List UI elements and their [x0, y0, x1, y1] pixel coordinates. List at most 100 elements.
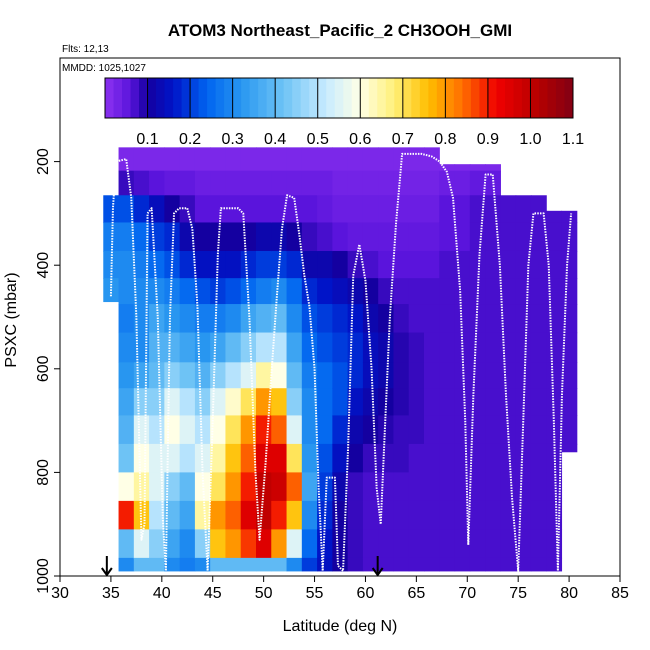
heatmap-cell: [286, 147, 303, 172]
heatmap-cell: [210, 278, 227, 305]
colorbar-segment: [283, 78, 293, 118]
heatmap-cell: [469, 170, 486, 196]
heatmap-cell: [454, 278, 471, 305]
heatmap-cell: [164, 195, 181, 224]
heatmap-cell: [500, 250, 517, 279]
heatmap-cell: [469, 415, 486, 445]
heatmap-cell: [332, 195, 349, 224]
heatmap-cell: [469, 164, 486, 172]
heatmap-cell: [454, 170, 471, 196]
heatmap-cell: [256, 304, 272, 334]
heatmap-cell: [286, 529, 303, 559]
heatmap-cell: [561, 250, 578, 279]
heatmap-cell: [256, 222, 272, 252]
colorbar-segment: [241, 78, 251, 118]
heatmap-cell: [469, 222, 486, 252]
heatmap-cell: [317, 278, 333, 305]
heatmap-cell: [332, 304, 349, 334]
heatmap-cell: [561, 210, 578, 224]
heatmap-cell: [362, 195, 379, 224]
heatmap-cell: [347, 388, 364, 417]
heatmap-cell: [194, 500, 211, 530]
heatmap-cell: [439, 250, 456, 279]
heatmap-cell: [301, 195, 318, 224]
y-tick-label: 200: [35, 148, 52, 175]
heatmap-cell: [393, 195, 410, 224]
y-tick-label: 400: [35, 252, 52, 279]
heatmap-cell: [286, 332, 303, 363]
heatmap-cell: [256, 472, 272, 502]
colorbar-segment: [113, 78, 123, 118]
heatmap-cell: [317, 250, 333, 279]
heatmap-cell: [118, 362, 135, 389]
heatmap-cell: [530, 529, 547, 559]
heatmap-cell: [454, 443, 471, 473]
heatmap-cell: [133, 529, 150, 559]
heatmap-cell: [301, 472, 318, 502]
heatmap-cell: [408, 388, 425, 417]
heatmap-cell: [133, 250, 150, 279]
heatmap-cell: [286, 443, 303, 473]
heatmap-cell: [210, 388, 227, 417]
colorbar-segment: [564, 78, 574, 118]
x-tick-label: 75: [509, 585, 527, 602]
heatmap-cell: [286, 415, 303, 445]
heatmap-cell: [133, 195, 150, 224]
colorbar-segment: [164, 78, 174, 118]
heatmap-cell: [332, 170, 349, 196]
heatmap-cell: [118, 332, 135, 363]
heatmap-cell: [500, 278, 517, 305]
heatmap-cell: [301, 500, 318, 530]
heatmap-cell: [393, 557, 410, 572]
heatmap-cell: [347, 195, 364, 224]
heatmap-cell: [210, 195, 227, 224]
heatmap-cell: [179, 388, 196, 417]
heatmap-cell: [393, 278, 410, 305]
colorbar-segment: [513, 78, 523, 118]
heatmap-cell: [424, 170, 440, 196]
heatmap-cell: [439, 500, 456, 530]
heatmap-cell: [179, 529, 196, 559]
x-tick-label: 55: [306, 585, 324, 602]
heatmap-cell: [454, 332, 471, 363]
heatmap-cell: [485, 472, 501, 502]
heatmap-cell: [362, 388, 379, 417]
heatmap-cell: [194, 278, 211, 305]
heatmap-cell: [347, 500, 364, 530]
heatmap-cell: [179, 304, 196, 334]
heatmap-cell: [500, 388, 517, 417]
heatmap-cell: [149, 362, 165, 389]
heatmap-cell: [301, 250, 318, 279]
heatmap-cell: [454, 415, 471, 445]
heatmap-cell: [179, 278, 196, 305]
heatmap-cell: [179, 170, 196, 196]
heatmap-cell: [546, 304, 563, 334]
heatmap-cell: [408, 278, 425, 305]
heatmap-cell: [301, 443, 318, 473]
heatmap-cell: [515, 500, 532, 530]
heatmap-cell: [393, 443, 410, 473]
heatmap-cell: [240, 147, 257, 172]
heatmap-cell: [271, 170, 288, 196]
heatmap-cell: [347, 304, 364, 334]
heatmap-cell: [133, 472, 150, 502]
heatmap-cell: [454, 304, 471, 334]
location-arrow: [371, 556, 384, 577]
heatmap-cell: [286, 500, 303, 530]
colorbar-segment: [538, 78, 548, 118]
colorbar-tick-label: 0.7: [392, 131, 414, 148]
heatmap-cell: [301, 529, 318, 559]
heatmap-cell: [485, 388, 501, 417]
heatmap-cell: [424, 415, 440, 445]
heatmap-cell: [378, 147, 395, 172]
heatmap-cell: [500, 362, 517, 389]
heatmap-cell: [515, 195, 532, 224]
heatmap-cell: [546, 250, 563, 279]
heatmap-cell: [424, 222, 440, 252]
heatmap-cell: [424, 304, 440, 334]
heatmap-cell: [225, 250, 242, 279]
heatmap-cell: [164, 388, 181, 417]
heatmap-cell: [408, 250, 425, 279]
colorbar-segment: [224, 78, 234, 118]
heatmap-cell: [271, 278, 288, 305]
